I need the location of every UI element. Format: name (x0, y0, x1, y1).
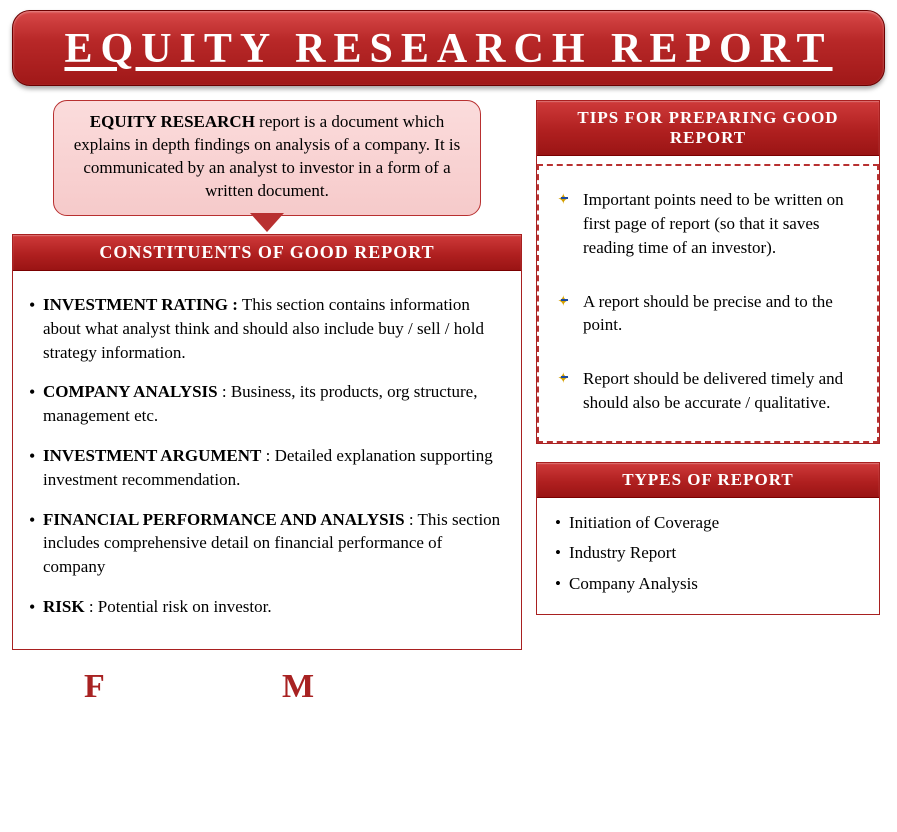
tips-panel: TIPS FOR PREPARING GOOD REPORT Important… (536, 100, 880, 444)
type-item: Industry Report (555, 538, 861, 569)
constituent-label: RISK (43, 597, 85, 616)
footer-letter-m: M (282, 668, 315, 705)
constituent-label: FINANCIAL PERFORMANCE AND ANALYSIS (43, 510, 405, 529)
type-item: Initiation of Coverage (555, 508, 861, 539)
constituents-body: INVESTMENT RATING : This section contain… (13, 271, 521, 649)
constituent-item: INVESTMENT ARGUMENT : Detailed explanati… (29, 444, 505, 492)
intro-lead: EQUITY RESEARCH (90, 112, 255, 131)
footer-letters: F M (12, 668, 885, 706)
constituent-label: INVESTMENT RATING : (43, 295, 238, 314)
intro-callout: EQUITY RESEARCH report is a document whi… (53, 100, 481, 216)
constituent-item: RISK : Potential risk on investor. (29, 595, 505, 619)
constituent-item: FINANCIAL PERFORMANCE AND ANALYSIS : Thi… (29, 508, 505, 579)
constituent-label: INVESTMENT ARGUMENT (43, 446, 261, 465)
tip-item: Report should be delivered timely and sh… (557, 367, 859, 415)
type-item: Company Analysis (555, 569, 861, 600)
constituent-item: INVESTMENT RATING : This section contain… (29, 293, 505, 364)
left-column: EQUITY RESEARCH report is a document whi… (12, 100, 522, 650)
footer-letter-f: F (84, 668, 105, 705)
tip-item: A report should be precise and to the po… (557, 290, 859, 338)
constituents-panel: CONSTITUENTS OF GOOD REPORT INVESTMENT R… (12, 234, 522, 650)
types-list: Initiation of Coverage Industry Report C… (537, 498, 879, 614)
tips-heading: TIPS FOR PREPARING GOOD REPORT (537, 101, 879, 156)
tips-list: Important points need to be written on f… (537, 164, 879, 443)
types-heading: TYPES OF REPORT (537, 463, 879, 498)
types-panel: TYPES OF REPORT Initiation of Coverage I… (536, 462, 880, 615)
right-column: TIPS FOR PREPARING GOOD REPORT Important… (536, 100, 880, 650)
intro-callout-wrap: EQUITY RESEARCH report is a document whi… (12, 100, 522, 216)
tip-item: Important points need to be written on f… (557, 188, 859, 259)
constituent-label: COMPANY ANALYSIS (43, 382, 218, 401)
constituents-heading: CONSTITUENTS OF GOOD REPORT (13, 235, 521, 271)
content-columns: EQUITY RESEARCH report is a document whi… (12, 100, 885, 650)
callout-tail-icon (251, 214, 283, 232)
constituent-item: COMPANY ANALYSIS : Business, its product… (29, 380, 505, 428)
constituent-text: : Potential risk on investor. (85, 597, 272, 616)
page-title: EQUITY RESEARCH REPORT (12, 10, 885, 86)
